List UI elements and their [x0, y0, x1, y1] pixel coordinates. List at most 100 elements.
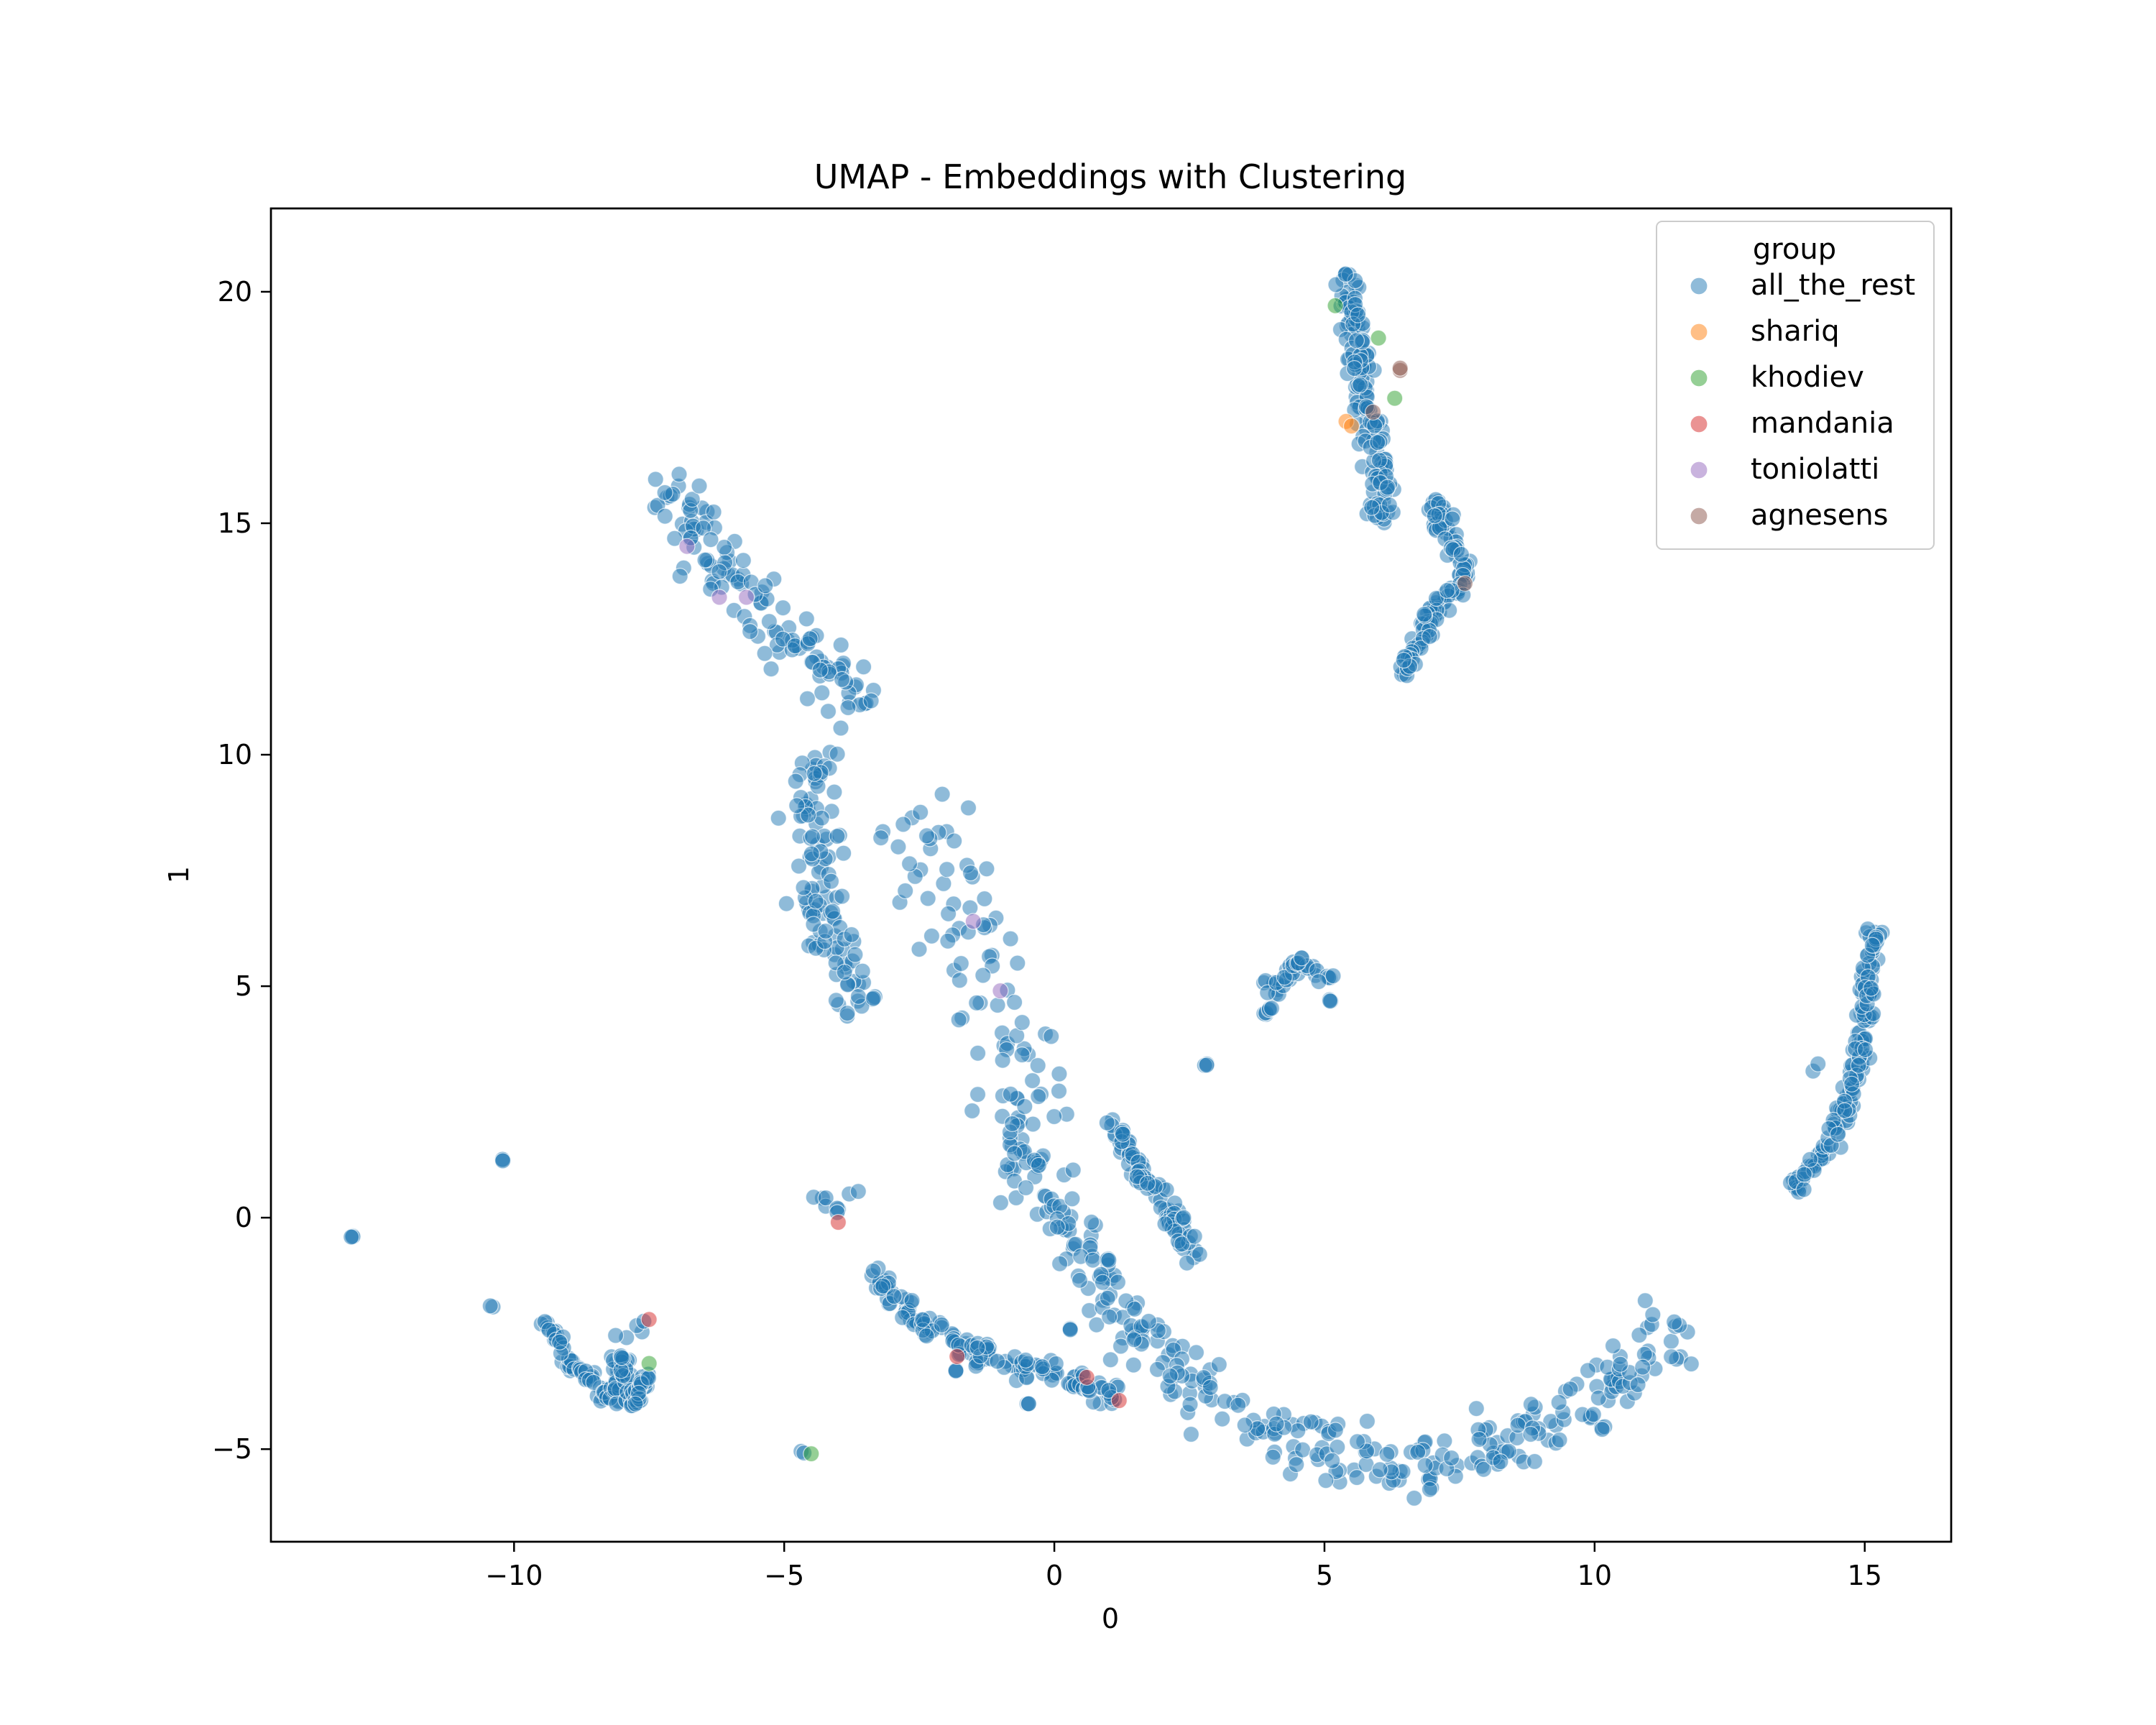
point-all-the-rest — [1023, 1072, 1041, 1090]
point-all-the-rest — [1452, 546, 1470, 564]
point-all-the-rest — [1421, 627, 1439, 645]
point-all-the-rest — [1071, 1271, 1089, 1289]
point-all-the-rest — [1406, 1489, 1423, 1506]
point-all-the-rest — [900, 855, 918, 873]
point-toniolatti — [737, 589, 755, 606]
point-all-the-rest — [854, 962, 871, 980]
point-all-the-rest — [1013, 1046, 1031, 1064]
point-all-the-rest — [1187, 1344, 1205, 1361]
point-all-the-rest — [1008, 1189, 1025, 1207]
legend-title: group — [1753, 233, 1836, 266]
point-all-the-rest — [934, 786, 951, 803]
legend-marker-khodiev — [1690, 369, 1708, 387]
point-all-the-rest — [952, 954, 969, 972]
point-all-the-rest — [862, 692, 880, 709]
point-all-the-rest — [691, 477, 708, 494]
point-all-the-rest — [1526, 1453, 1543, 1471]
y-tick-label: 15 — [218, 507, 252, 539]
point-all-the-rest — [911, 941, 928, 958]
point-all-the-rest — [1186, 1228, 1203, 1245]
point-all-the-rest — [829, 827, 846, 845]
point-khodiev — [1327, 297, 1344, 314]
point-all-the-rest — [814, 684, 831, 702]
point-all-the-rest — [1020, 1395, 1037, 1412]
point-all-the-rest — [1033, 1358, 1051, 1376]
point-toniolatti — [711, 589, 728, 606]
point-all-the-rest — [923, 927, 941, 944]
point-all-the-rest — [1302, 1413, 1319, 1430]
point-all-the-rest — [1289, 1422, 1307, 1440]
point-all-the-rest — [1083, 1213, 1100, 1231]
point-all-the-rest — [613, 1349, 630, 1366]
point-all-the-rest — [343, 1228, 360, 1246]
point-all-the-rest — [836, 963, 853, 981]
point-all-the-rest — [1293, 949, 1310, 967]
point-all-the-rest — [1088, 1316, 1105, 1333]
point-all-the-rest — [1268, 1415, 1285, 1432]
point-all-the-rest — [1585, 1406, 1602, 1423]
point-all-the-rest — [1003, 1115, 1021, 1133]
point-all-the-rest — [1126, 1300, 1143, 1317]
point-all-the-rest — [989, 996, 1006, 1014]
point-all-the-rest — [1562, 1380, 1579, 1398]
plot-frame-top — [270, 207, 1953, 1543]
point-all-the-rest — [832, 636, 849, 654]
point-all-the-rest — [778, 895, 795, 912]
point-all-the-rest — [1843, 1075, 1861, 1092]
point-all-the-rest — [1629, 1376, 1646, 1394]
legend-label-agnesens: agnesens — [1751, 499, 1889, 532]
point-all-the-rest — [969, 1044, 987, 1062]
point-all-the-rest — [1327, 1422, 1344, 1439]
point-all-the-rest — [1047, 1355, 1064, 1373]
point-all-the-rest — [702, 531, 719, 548]
point-all-the-rest — [1182, 1425, 1200, 1443]
point-all-the-rest — [1029, 1057, 1046, 1075]
point-all-the-rest — [897, 882, 914, 900]
point-all-the-rest — [1064, 1190, 1081, 1208]
point-all-the-rest — [1850, 1057, 1867, 1074]
point-all-the-rest — [1230, 1397, 1247, 1414]
point-all-the-rest — [1043, 1028, 1060, 1045]
point-all-the-rest — [1829, 1126, 1846, 1143]
point-all-the-rest — [872, 829, 890, 847]
point-all-the-rest — [1370, 451, 1388, 469]
point-all-the-rest — [1009, 954, 1026, 972]
point-khodiev — [1386, 390, 1404, 407]
point-all-the-rest — [935, 875, 952, 893]
point-all-the-rest — [640, 1369, 658, 1386]
point-all-the-rest — [976, 890, 993, 908]
legend-marker-toniolatti — [1690, 461, 1708, 479]
legend-marker-mandania — [1690, 415, 1708, 433]
point-all-the-rest — [1378, 1445, 1396, 1463]
point-all-the-rest — [798, 690, 816, 707]
point-all-the-rest — [946, 832, 963, 850]
point-all-the-rest — [933, 1316, 950, 1333]
point-all-the-rest — [1317, 1472, 1335, 1489]
point-all-the-rest — [671, 466, 688, 483]
point-all-the-rest — [975, 967, 992, 984]
point-all-the-rest — [1379, 479, 1396, 496]
point-mandania — [949, 1348, 966, 1366]
point-mandania — [1110, 1392, 1128, 1409]
legend-marker-all_the_rest — [1690, 277, 1708, 295]
point-all-the-rest — [1470, 1430, 1488, 1448]
point-all-the-rest — [1442, 1449, 1460, 1467]
point-all-the-rest — [1094, 1274, 1111, 1291]
point-shariq — [1342, 418, 1360, 435]
point-all-the-rest — [1593, 1420, 1611, 1438]
point-all-the-rest — [875, 1277, 892, 1294]
point-all-the-rest — [865, 990, 883, 1007]
point-all-the-rest — [1604, 1337, 1622, 1355]
point-all-the-rest — [833, 888, 851, 905]
point-all-the-rest — [1795, 1181, 1812, 1198]
point-all-the-rest — [482, 1297, 499, 1315]
point-all-the-rest — [1236, 1417, 1253, 1434]
point-all-the-rest — [969, 1339, 986, 1356]
point-all-the-rest — [787, 773, 804, 790]
point-all-the-rest — [1288, 1455, 1305, 1473]
point-mandania — [640, 1311, 658, 1328]
point-all-the-rest — [969, 1085, 987, 1103]
point-agnesens — [1456, 575, 1474, 592]
